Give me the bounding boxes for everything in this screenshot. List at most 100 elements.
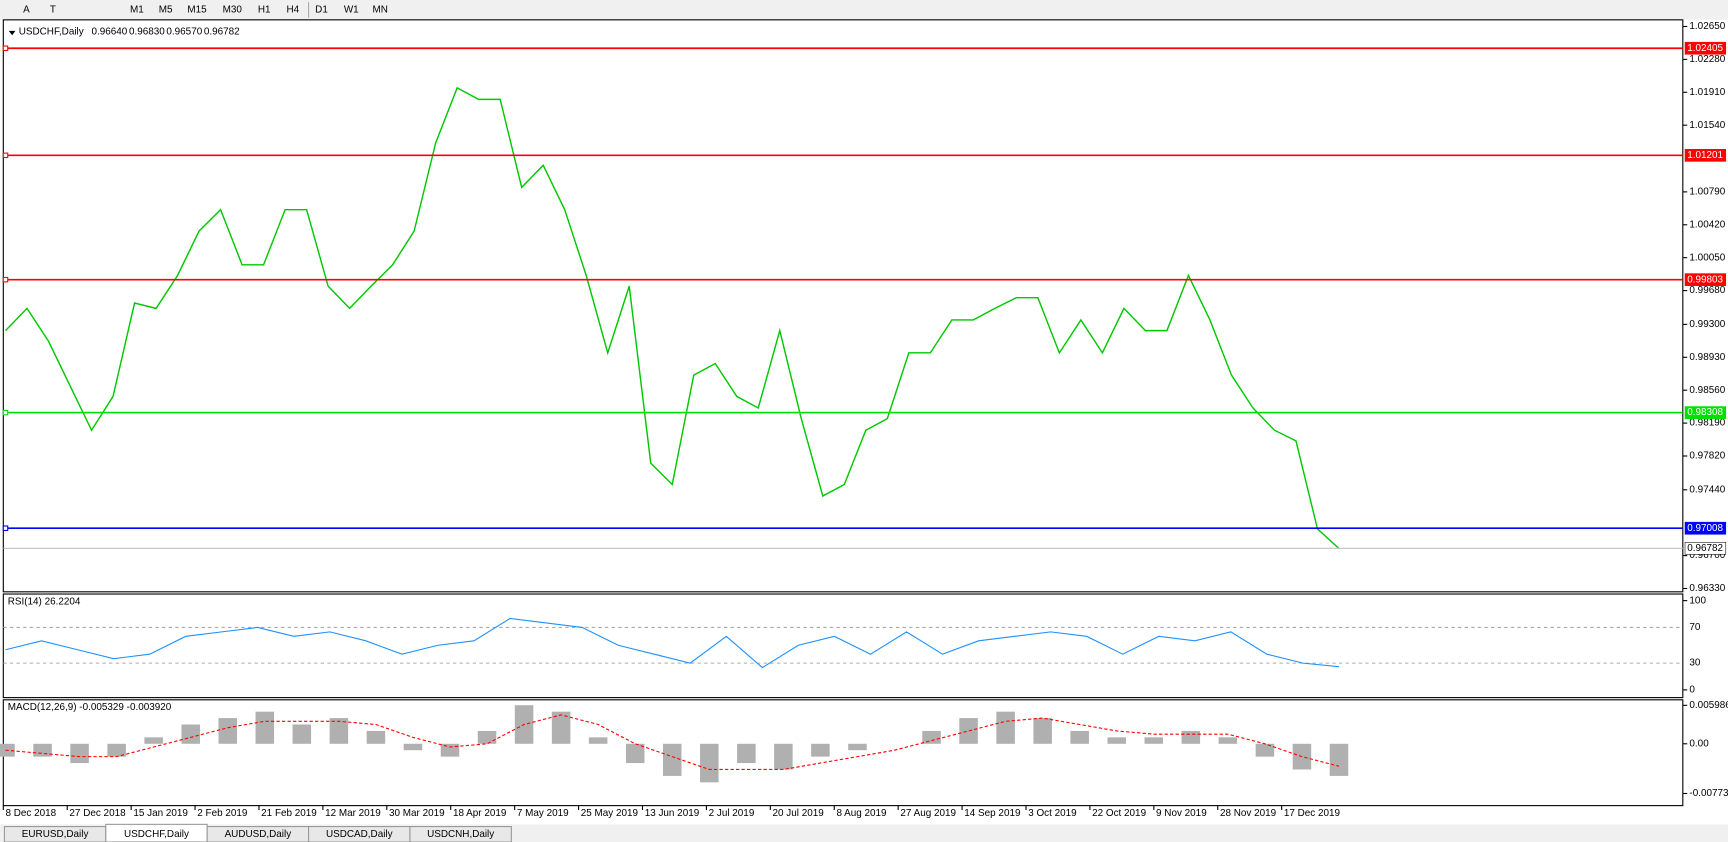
level-handle[interactable] bbox=[2, 45, 9, 52]
y-tick-label: 0.98560 bbox=[1689, 385, 1725, 396]
x-tick-label: 28 Nov 2019 bbox=[1220, 808, 1277, 819]
y-tick-label: 1.00790 bbox=[1689, 187, 1725, 198]
macd-bar bbox=[811, 743, 830, 757]
tool-button[interactable]: A bbox=[23, 5, 30, 16]
x-tick-label: 18 Apr 2019 bbox=[453, 808, 507, 819]
x-tick-label: 8 Dec 2018 bbox=[6, 808, 57, 819]
tool-button[interactable]: T bbox=[50, 5, 56, 16]
macd-bar bbox=[144, 737, 163, 744]
level-label-bg bbox=[1684, 148, 1727, 162]
toolbar bbox=[0, 0, 1728, 20]
macd-bar bbox=[477, 730, 497, 744]
rsi-title: RSI(14) 26.2204 bbox=[8, 596, 81, 607]
y-tick-label: 0.98930 bbox=[1689, 352, 1725, 363]
macd-bar bbox=[329, 718, 349, 744]
level-label-bg bbox=[1684, 521, 1727, 535]
timeframe-button[interactable]: M15 bbox=[187, 5, 207, 16]
ohlc-value: 0.96782 bbox=[204, 27, 240, 38]
x-tick-label: 2 Jul 2019 bbox=[709, 808, 755, 819]
timeframe-button[interactable]: M1 bbox=[130, 5, 144, 16]
y-tick-label: 30 bbox=[1689, 658, 1701, 669]
tab-label[interactable]: USDCHF,Daily bbox=[124, 829, 189, 840]
rsi-panel bbox=[2, 593, 1684, 699]
timeframe-button[interactable]: MN bbox=[372, 5, 387, 16]
timeframe-button[interactable]: W1 bbox=[344, 5, 359, 16]
chart-area bbox=[0, 19, 1728, 825]
level-label-bg bbox=[1684, 541, 1727, 555]
tab-label[interactable]: AUDUSD,Daily bbox=[225, 829, 292, 840]
macd-bar bbox=[700, 743, 719, 783]
timeframe-button[interactable]: H1 bbox=[258, 5, 271, 16]
level-label: 0.96782 bbox=[1687, 543, 1723, 554]
macd-bar bbox=[440, 743, 460, 757]
x-tick-label: 3 Oct 2019 bbox=[1028, 808, 1077, 819]
timeframe-button[interactable]: M30 bbox=[223, 5, 243, 16]
macd-bar bbox=[996, 711, 1015, 744]
tab-label[interactable]: EURUSD,Daily bbox=[22, 829, 89, 840]
x-tick-label: 13 Jun 2019 bbox=[645, 808, 700, 819]
macd-bar bbox=[737, 743, 756, 764]
macd-bar bbox=[366, 730, 386, 744]
macd-bar bbox=[403, 743, 423, 751]
level-label: 0.98308 bbox=[1687, 407, 1723, 418]
y-tick-label: 70 bbox=[1689, 622, 1701, 633]
tab-label[interactable]: USDCAD,Daily bbox=[326, 829, 393, 840]
y-tick-label: 1.00420 bbox=[1689, 219, 1725, 230]
macd-bar bbox=[1329, 743, 1349, 776]
level-handle[interactable] bbox=[2, 152, 9, 159]
y-tick-label: 0.96700 bbox=[1689, 550, 1725, 561]
y-tick-label: 0.00 bbox=[1689, 738, 1709, 749]
x-tick-label: 22 Oct 2019 bbox=[1092, 808, 1146, 819]
macd-bar bbox=[1255, 743, 1275, 757]
x-tick-label: 7 May 2019 bbox=[517, 808, 569, 819]
y-tick-label: 1.00050 bbox=[1689, 252, 1725, 263]
rsi-line bbox=[5, 617, 1340, 669]
y-tick-label: 0.97440 bbox=[1689, 484, 1725, 495]
y-tick-label: 0.99680 bbox=[1689, 285, 1725, 296]
macd-bar bbox=[551, 711, 571, 744]
y-tick-label: 1.01910 bbox=[1689, 87, 1725, 98]
tab-label[interactable]: USDCNH,Daily bbox=[427, 829, 494, 840]
x-tick-label: 27 Dec 2018 bbox=[69, 808, 126, 819]
x-tick-label: 8 Aug 2019 bbox=[836, 808, 887, 819]
macd-bar bbox=[625, 743, 645, 764]
y-tick-label: 1.01540 bbox=[1689, 120, 1725, 131]
timeframe-button[interactable]: D1 bbox=[315, 5, 328, 16]
collapse-icon bbox=[8, 30, 16, 36]
macd-bar bbox=[848, 743, 867, 751]
y-tick-label: 100 bbox=[1689, 595, 1706, 606]
macd-bar bbox=[1144, 737, 1164, 744]
timeframe-button[interactable]: H4 bbox=[287, 5, 300, 16]
macd-bar bbox=[922, 730, 941, 744]
macd-bar bbox=[588, 737, 608, 744]
y-tick-label: 0.005986 bbox=[1689, 700, 1728, 711]
x-tick-label: 20 Jul 2019 bbox=[773, 808, 825, 819]
x-tick-label: 12 Mar 2019 bbox=[325, 808, 381, 819]
macd-bar bbox=[1070, 730, 1089, 744]
level-handle[interactable] bbox=[2, 409, 9, 416]
y-tick-label: 0.99300 bbox=[1689, 319, 1725, 330]
macd-bar bbox=[1033, 718, 1052, 744]
level-label: 0.97008 bbox=[1687, 523, 1723, 534]
macd-bar bbox=[292, 724, 312, 744]
level-label: 1.01201 bbox=[1687, 150, 1723, 161]
y-tick-label: 1.02650 bbox=[1689, 21, 1725, 32]
x-tick-label: 30 Mar 2019 bbox=[389, 808, 445, 819]
x-tick-label: 14 Sep 2019 bbox=[964, 808, 1021, 819]
main-panel bbox=[2, 19, 1684, 593]
macd-bar bbox=[1181, 730, 1201, 744]
level-handle[interactable] bbox=[2, 525, 9, 531]
macd-bar bbox=[70, 743, 89, 764]
y-tick-label: 1.02280 bbox=[1689, 54, 1725, 65]
level-label-bg bbox=[1684, 273, 1727, 286]
ohlc-value: 0.96830 bbox=[129, 27, 165, 38]
macd-bar bbox=[255, 711, 275, 744]
macd-bar bbox=[1107, 737, 1126, 744]
macd-bar bbox=[33, 743, 52, 757]
level-handle[interactable] bbox=[2, 276, 9, 283]
macd-bar bbox=[181, 724, 200, 744]
timeframe-button[interactable]: M5 bbox=[159, 5, 173, 16]
y-tick-label: 0.96330 bbox=[1689, 583, 1725, 594]
